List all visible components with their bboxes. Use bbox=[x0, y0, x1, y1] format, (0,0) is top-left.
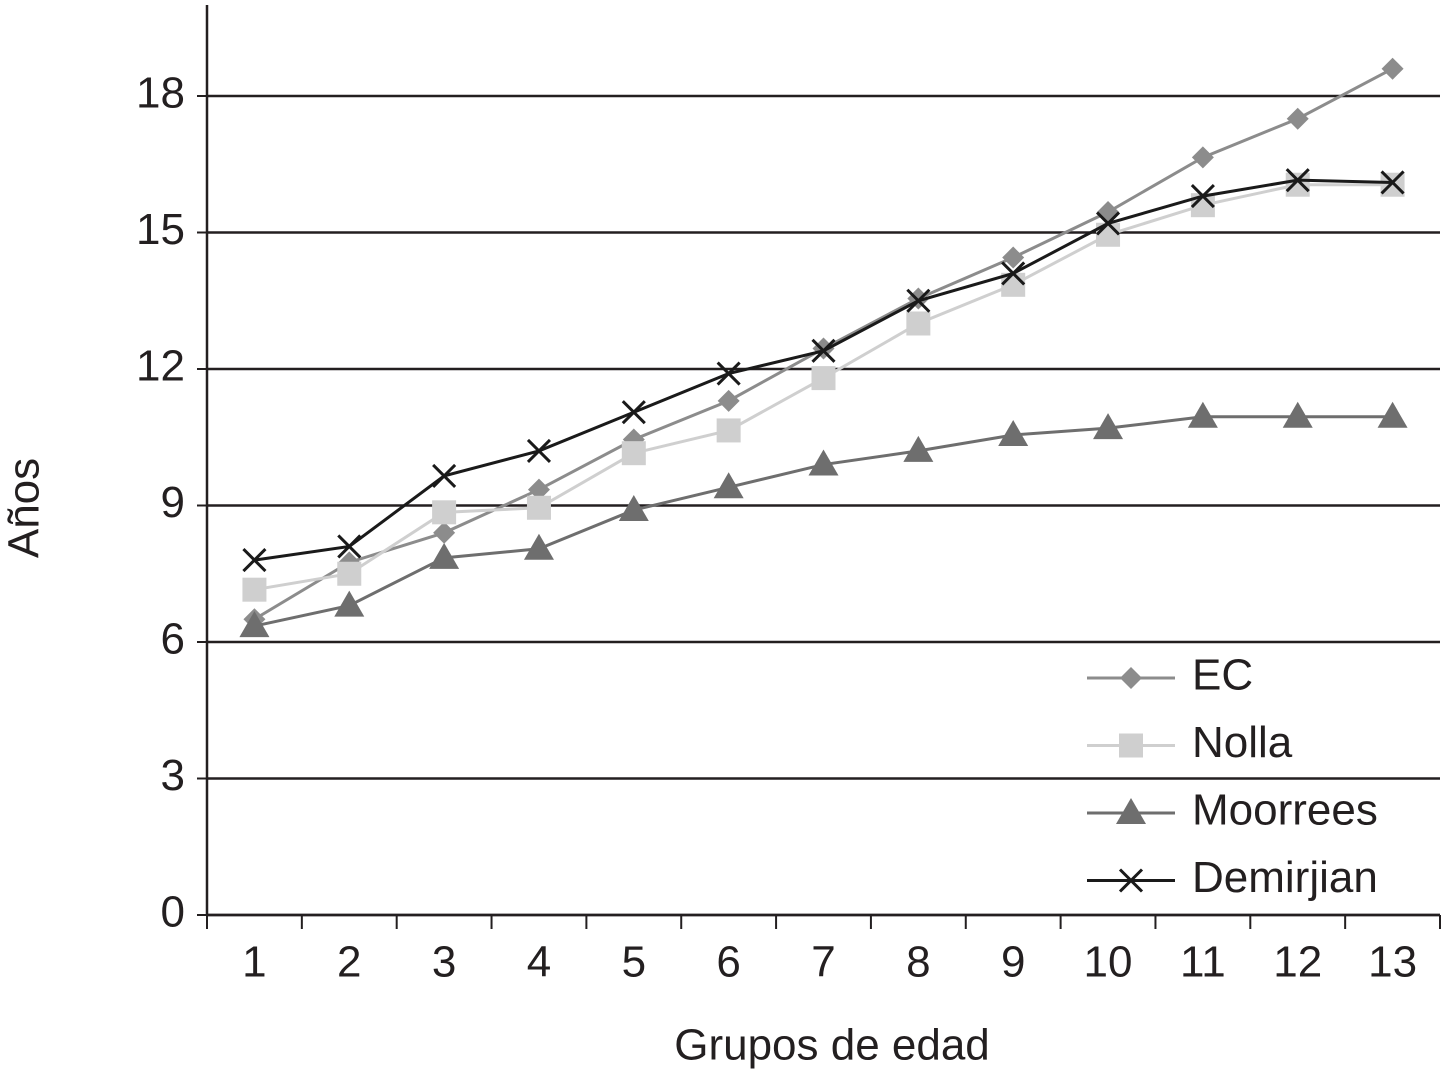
x-tick-label: 9 bbox=[1001, 938, 1025, 987]
marker bbox=[1380, 170, 1405, 195]
marker bbox=[433, 521, 456, 544]
marker bbox=[526, 438, 552, 463]
marker bbox=[1001, 261, 1026, 286]
marker bbox=[1118, 868, 1144, 893]
marker bbox=[906, 311, 931, 336]
marker bbox=[618, 495, 649, 522]
marker bbox=[1187, 401, 1218, 428]
marker bbox=[621, 400, 646, 425]
marker bbox=[1116, 798, 1146, 824]
x-tick-label: 10 bbox=[1084, 938, 1133, 987]
x-tick-label: 13 bbox=[1368, 938, 1417, 987]
x-tick-label: 4 bbox=[527, 938, 551, 987]
y-axis-label: Años bbox=[0, 458, 49, 558]
marker bbox=[1095, 211, 1121, 236]
marker bbox=[1377, 401, 1408, 428]
marker bbox=[812, 337, 835, 360]
y-tick-label: 15 bbox=[136, 205, 185, 254]
marker bbox=[432, 500, 457, 525]
x-tick-label: 8 bbox=[906, 938, 930, 987]
marker bbox=[1380, 172, 1405, 197]
marker bbox=[337, 534, 362, 559]
marker bbox=[1120, 667, 1142, 689]
marker bbox=[527, 478, 550, 501]
marker bbox=[716, 361, 741, 386]
marker bbox=[432, 463, 457, 488]
marker bbox=[239, 611, 270, 638]
marker bbox=[1381, 57, 1404, 80]
marker bbox=[716, 418, 741, 443]
marker bbox=[903, 435, 934, 462]
x-tick-label: 7 bbox=[811, 938, 835, 987]
legend-label: EC bbox=[1192, 651, 1253, 700]
marker bbox=[334, 590, 365, 617]
y-tick-label: 0 bbox=[161, 888, 185, 937]
marker bbox=[621, 441, 646, 466]
marker bbox=[1286, 107, 1309, 130]
x-tick-label: 1 bbox=[242, 938, 266, 987]
marker bbox=[998, 419, 1029, 446]
marker bbox=[1285, 168, 1310, 193]
marker bbox=[242, 577, 267, 602]
marker bbox=[811, 366, 836, 391]
marker bbox=[906, 288, 931, 313]
x-tick-label: 6 bbox=[716, 938, 740, 987]
marker bbox=[717, 389, 740, 412]
marker bbox=[337, 561, 362, 586]
legend-label: Nolla bbox=[1192, 718, 1293, 767]
marker bbox=[811, 338, 836, 363]
x-tick-label: 12 bbox=[1273, 938, 1322, 987]
y-tick-label: 18 bbox=[136, 69, 185, 118]
marker bbox=[713, 472, 744, 499]
marker bbox=[1191, 146, 1214, 169]
marker bbox=[526, 495, 551, 520]
y-tick-label: 12 bbox=[136, 342, 185, 391]
marker bbox=[429, 542, 460, 569]
x-tick-label: 5 bbox=[622, 938, 646, 987]
y-tick-label: 6 bbox=[161, 615, 185, 664]
y-tick-label: 9 bbox=[161, 478, 185, 527]
y-tick-label: 3 bbox=[161, 751, 185, 800]
marker bbox=[1282, 401, 1313, 428]
marker bbox=[1190, 184, 1215, 209]
marker bbox=[1285, 172, 1310, 197]
marker bbox=[1119, 733, 1143, 758]
marker bbox=[1093, 413, 1124, 440]
legend-label: Demirjian bbox=[1192, 853, 1378, 902]
series-line bbox=[254, 415, 1393, 628]
legend-label: Moorrees bbox=[1192, 786, 1378, 835]
x-axis-label: Grupos de edad bbox=[674, 1021, 990, 1070]
x-tick-label: 11 bbox=[1180, 938, 1226, 987]
marker bbox=[242, 548, 267, 573]
x-tick-label: 2 bbox=[337, 938, 361, 987]
x-tick-label: 3 bbox=[432, 938, 456, 987]
marker bbox=[523, 533, 554, 560]
marker bbox=[808, 449, 839, 476]
marker bbox=[1002, 246, 1025, 269]
